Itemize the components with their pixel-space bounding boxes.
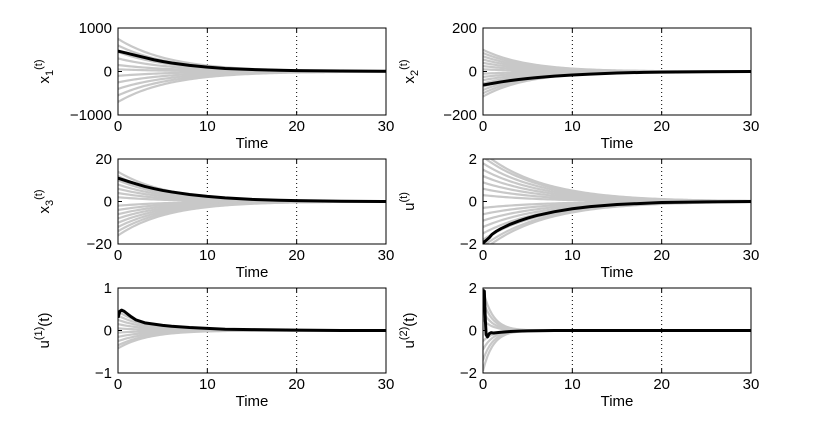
x-tick-label: 10 (564, 247, 581, 264)
ensemble-line (483, 329, 751, 372)
x-tick-label: 20 (288, 376, 305, 393)
x-tick-label: 0 (114, 118, 122, 135)
y-tick-label: 2 (469, 280, 477, 297)
y-label-base: x (401, 76, 418, 84)
x-tick-label: 10 (564, 376, 581, 393)
ensemble-line (483, 329, 751, 351)
plot-area (118, 170, 386, 237)
x-tick-label: 20 (288, 247, 305, 264)
ensemble-line (489, 159, 751, 203)
mean-line (483, 288, 751, 339)
mean-line (118, 49, 386, 73)
ensemble-line (489, 200, 751, 244)
x-tick-label: 30 (743, 118, 760, 135)
x-axis-label: Time (236, 264, 269, 281)
y-label-sup: (1) (33, 327, 45, 340)
mean-line (483, 200, 751, 244)
x-tick-label: 10 (199, 247, 216, 264)
x-tick-label: 20 (653, 376, 670, 393)
ensemble-line (483, 300, 751, 332)
y-tick-label: 0 (469, 64, 477, 81)
y-tick-label: −1000 (70, 107, 112, 124)
y-label-base: u (36, 340, 53, 348)
mean-line (118, 176, 386, 203)
ensemble-line (118, 70, 386, 97)
y-label-tail: (t) (33, 189, 45, 199)
ensemble-line (483, 289, 751, 332)
x-tick-label: 30 (743, 247, 760, 264)
y-tick-label: 0 (104, 194, 112, 211)
x-axis-label: Time (601, 264, 634, 281)
y-label-base: x (36, 206, 53, 214)
plot-area (483, 159, 751, 244)
x-tick-label: 0 (114, 376, 122, 393)
x-tick-label: 30 (378, 376, 395, 393)
ensemble-line (483, 329, 751, 361)
y-tick-label: 2 (469, 151, 477, 168)
x-tick-label: 20 (653, 247, 670, 264)
y-tick-label: −2 (460, 365, 477, 382)
x-tick-label: 0 (479, 376, 487, 393)
x-tick-label: 10 (564, 118, 581, 135)
y-label-tail: (t) (398, 192, 410, 202)
y-tick-label: 0 (469, 194, 477, 211)
x-axis-label: Time (236, 135, 269, 152)
y-tick-label: −2 (460, 236, 477, 253)
plot-area (483, 48, 751, 98)
y-tick-label: 0 (104, 323, 112, 340)
x-tick-label: 0 (114, 247, 122, 264)
plot-area (483, 288, 751, 372)
x-tick-label: 10 (199, 118, 216, 135)
plot-area (118, 37, 386, 103)
y-axis-label: u(2)(t) (398, 313, 418, 349)
y-tick-label: −1 (95, 365, 112, 382)
ensemble-line (483, 310, 751, 332)
y-tick-label: 1 (104, 280, 112, 297)
y-axis-label: u(t) (398, 192, 418, 211)
y-label-sub: 1 (44, 70, 56, 76)
y-tick-label: 1000 (79, 20, 112, 37)
x-tick-label: 30 (743, 376, 760, 393)
y-tick-label: 0 (104, 64, 112, 81)
y-tick-label: 0 (469, 323, 477, 340)
y-label-base: x (36, 76, 53, 84)
y-label-base: u (401, 203, 418, 211)
plot-area (118, 308, 386, 350)
x-tick-label: 20 (653, 118, 670, 135)
y-label-tail: (t) (398, 59, 410, 69)
y-label-base: u (401, 340, 418, 348)
y-axis-label: x1(t) (33, 59, 56, 83)
y-tick-label: 200 (452, 20, 477, 37)
y-label-tail: (t) (401, 313, 418, 327)
x-tick-label: 30 (378, 247, 395, 264)
y-axis-label: x3(t) (33, 189, 56, 213)
y-axis-label: u(1)(t) (33, 313, 53, 349)
y-axis-label: x2(t) (398, 59, 421, 83)
x-axis-label: Time (601, 135, 634, 152)
mean-line (483, 70, 751, 87)
x-axis-label: Time (236, 393, 269, 410)
x-tick-label: 30 (378, 118, 395, 135)
x-axis-label: Time (601, 393, 634, 410)
y-label-tail: (t) (33, 59, 45, 69)
x-tick-label: 0 (479, 247, 487, 264)
y-label-sub: 2 (409, 70, 421, 76)
y-tick-label: −200 (443, 107, 477, 124)
y-tick-label: 20 (95, 151, 112, 168)
x-tick-label: 20 (288, 118, 305, 135)
mean-line (118, 308, 386, 332)
x-tick-label: 0 (479, 118, 487, 135)
x-tick-label: 10 (199, 376, 216, 393)
y-label-sup: (2) (398, 327, 410, 340)
y-tick-label: −20 (87, 236, 112, 253)
y-label-sub: 3 (44, 200, 56, 206)
y-label-tail: (t) (36, 313, 53, 327)
